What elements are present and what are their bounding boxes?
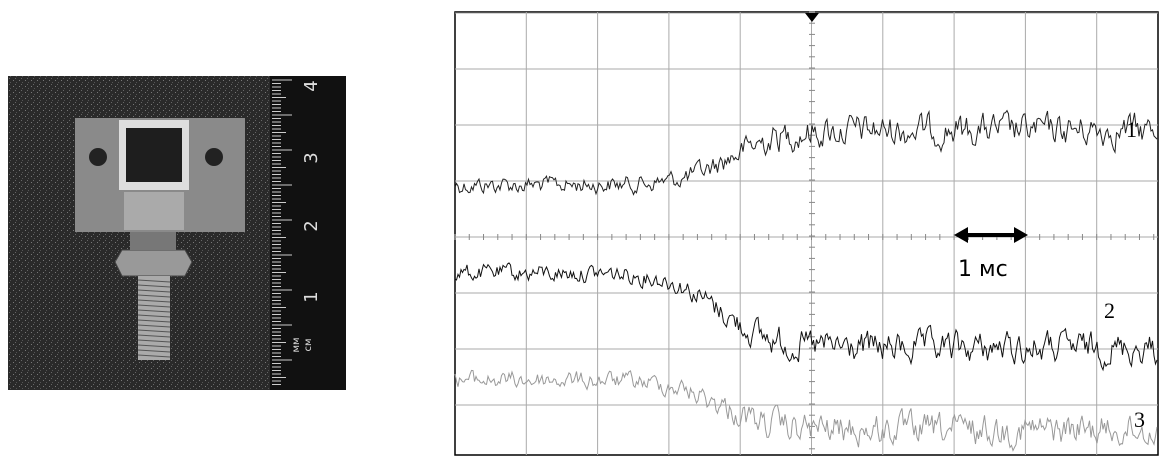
nut: [115, 250, 192, 276]
page: 3 2 1 4 мм см 1 мс 1 2 3 (() => { const …: [0, 0, 1159, 456]
ruler-label: 4: [301, 80, 322, 91]
screen: [455, 12, 1158, 455]
detector-window: [126, 128, 182, 182]
hole: [205, 148, 223, 166]
figure: 3 2 1 4 мм см 1 мс 1 2 3: [0, 0, 1159, 456]
time-scale-label: 1 мс: [958, 257, 1008, 282]
ruler-label: 2: [301, 220, 322, 231]
ruler-unit: см: [303, 338, 314, 351]
photo: 3 2 1 4 мм см: [8, 76, 346, 390]
leads: [124, 192, 184, 230]
trace-label: 2: [1104, 298, 1115, 323]
trace-label: 1: [1126, 117, 1137, 142]
trace-label: 3: [1134, 407, 1145, 432]
ruler-label: 3: [301, 152, 322, 163]
oscillogram: 1 мс 1 2 3: [455, 12, 1158, 455]
thread: [138, 276, 170, 360]
ruler-unit: мм: [291, 337, 302, 352]
hole: [89, 148, 107, 166]
connector: [130, 232, 176, 250]
ruler-label: 1: [301, 291, 322, 302]
